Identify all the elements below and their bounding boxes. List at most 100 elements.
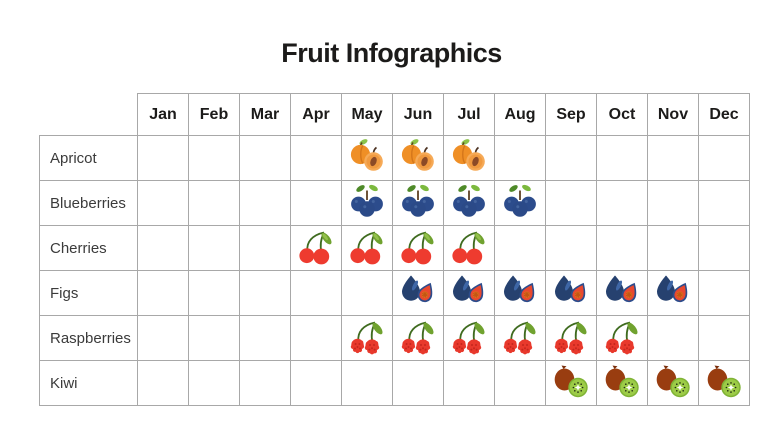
month-header-feb: Feb bbox=[188, 93, 240, 136]
cell-blueberries-dec bbox=[698, 180, 750, 226]
cell-cherries-feb bbox=[188, 225, 240, 271]
table-row-blueberries: Blueberries bbox=[39, 180, 750, 226]
month-header-mar: Mar bbox=[239, 93, 291, 136]
page-title: Fruit Infographics bbox=[281, 38, 502, 68]
figs-icon bbox=[551, 272, 591, 310]
cherries-icon bbox=[398, 227, 438, 265]
table-corner-blank bbox=[40, 94, 138, 136]
cell-kiwi-apr bbox=[290, 360, 342, 406]
cell-blueberries-may bbox=[341, 180, 393, 226]
cell-figs-may bbox=[341, 270, 393, 316]
raspberries-icon bbox=[449, 317, 489, 355]
kiwi-icon bbox=[602, 362, 642, 400]
table-row-kiwi: Kiwi bbox=[39, 360, 750, 406]
month-header-may: May bbox=[341, 93, 393, 136]
row-label-cherries: Cherries bbox=[39, 225, 138, 271]
cell-cherries-sep bbox=[545, 225, 597, 271]
cell-apricot-sep bbox=[545, 135, 597, 181]
cell-figs-jan bbox=[137, 270, 189, 316]
cell-apricot-jul bbox=[443, 135, 495, 181]
cell-apricot-nov bbox=[647, 135, 699, 181]
cell-figs-feb bbox=[188, 270, 240, 316]
month-header-nov: Nov bbox=[647, 93, 699, 136]
cell-blueberries-apr bbox=[290, 180, 342, 226]
cell-cherries-jul bbox=[443, 225, 495, 271]
cell-kiwi-feb bbox=[188, 360, 240, 406]
cell-cherries-jan bbox=[137, 225, 189, 271]
table-row-raspberries: Raspberries bbox=[39, 315, 750, 361]
row-label-blueberries: Blueberries bbox=[39, 180, 138, 226]
cell-blueberries-mar bbox=[239, 180, 291, 226]
cell-raspberries-dec bbox=[698, 315, 750, 361]
cell-apricot-feb bbox=[188, 135, 240, 181]
apricot-icon bbox=[398, 137, 438, 175]
table-row-apricot: Apricot bbox=[39, 135, 750, 181]
raspberries-icon bbox=[398, 317, 438, 355]
cell-raspberries-sep bbox=[545, 315, 597, 361]
month-header-sep: Sep bbox=[545, 93, 597, 136]
cell-raspberries-jan bbox=[137, 315, 189, 361]
row-label-figs: Figs bbox=[39, 270, 138, 316]
cell-cherries-aug bbox=[494, 225, 546, 271]
cell-kiwi-sep bbox=[545, 360, 597, 406]
cell-kiwi-oct bbox=[596, 360, 648, 406]
cell-apricot-oct bbox=[596, 135, 648, 181]
cell-blueberries-sep bbox=[545, 180, 597, 226]
month-header-oct: Oct bbox=[596, 93, 648, 136]
month-header-jul: Jul bbox=[443, 93, 495, 136]
cell-raspberries-jul bbox=[443, 315, 495, 361]
cell-figs-sep bbox=[545, 270, 597, 316]
cell-raspberries-may bbox=[341, 315, 393, 361]
cell-figs-jul bbox=[443, 270, 495, 316]
cell-figs-aug bbox=[494, 270, 546, 316]
cell-blueberries-jun bbox=[392, 180, 444, 226]
cell-blueberries-oct bbox=[596, 180, 648, 226]
cell-figs-apr bbox=[290, 270, 342, 316]
cell-apricot-may bbox=[341, 135, 393, 181]
cell-raspberries-jun bbox=[392, 315, 444, 361]
figs-icon bbox=[653, 272, 693, 310]
cell-cherries-nov bbox=[647, 225, 699, 271]
cell-raspberries-feb bbox=[188, 315, 240, 361]
cell-kiwi-jun bbox=[392, 360, 444, 406]
raspberries-icon bbox=[500, 317, 540, 355]
cell-cherries-dec bbox=[698, 225, 750, 271]
fruit-season-table: Jan Feb Mar Apr May Jun Jul Aug Sep Oct Nov Dec Apr… bbox=[39, 93, 750, 406]
table-header: Jan Feb Mar Apr May Jun Jul Aug Sep Oct Nov Dec bbox=[40, 93, 750, 136]
cell-raspberries-nov bbox=[647, 315, 699, 361]
table-body: Apricot Blueberries Cherries Figs Raspberrie… bbox=[39, 135, 750, 406]
cherries-icon bbox=[296, 227, 336, 265]
row-label-kiwi: Kiwi bbox=[39, 360, 138, 406]
cell-raspberries-aug bbox=[494, 315, 546, 361]
raspberries-icon bbox=[602, 317, 642, 355]
row-label-apricot: Apricot bbox=[39, 135, 138, 181]
cell-kiwi-jul bbox=[443, 360, 495, 406]
raspberries-icon bbox=[551, 317, 591, 355]
cell-apricot-jun bbox=[392, 135, 444, 181]
cell-kiwi-jan bbox=[137, 360, 189, 406]
table-row-figs: Figs bbox=[39, 270, 750, 316]
cell-apricot-jan bbox=[137, 135, 189, 181]
month-header-jun: Jun bbox=[392, 93, 444, 136]
kiwi-icon bbox=[653, 362, 693, 400]
cell-apricot-dec bbox=[698, 135, 750, 181]
month-header-dec: Dec bbox=[698, 93, 750, 136]
cell-kiwi-may bbox=[341, 360, 393, 406]
cell-cherries-oct bbox=[596, 225, 648, 271]
kiwi-icon bbox=[704, 362, 744, 400]
cell-blueberries-nov bbox=[647, 180, 699, 226]
cell-raspberries-mar bbox=[239, 315, 291, 361]
cell-kiwi-mar bbox=[239, 360, 291, 406]
figs-icon bbox=[449, 272, 489, 310]
blueberries-icon bbox=[398, 182, 438, 220]
cell-blueberries-jul bbox=[443, 180, 495, 226]
cell-apricot-aug bbox=[494, 135, 546, 181]
figs-icon bbox=[500, 272, 540, 310]
cell-kiwi-aug bbox=[494, 360, 546, 406]
cell-kiwi-dec bbox=[698, 360, 750, 406]
cell-cherries-apr bbox=[290, 225, 342, 271]
row-label-raspberries: Raspberries bbox=[39, 315, 138, 361]
cell-figs-mar bbox=[239, 270, 291, 316]
cell-cherries-jun bbox=[392, 225, 444, 271]
cell-blueberries-jan bbox=[137, 180, 189, 226]
